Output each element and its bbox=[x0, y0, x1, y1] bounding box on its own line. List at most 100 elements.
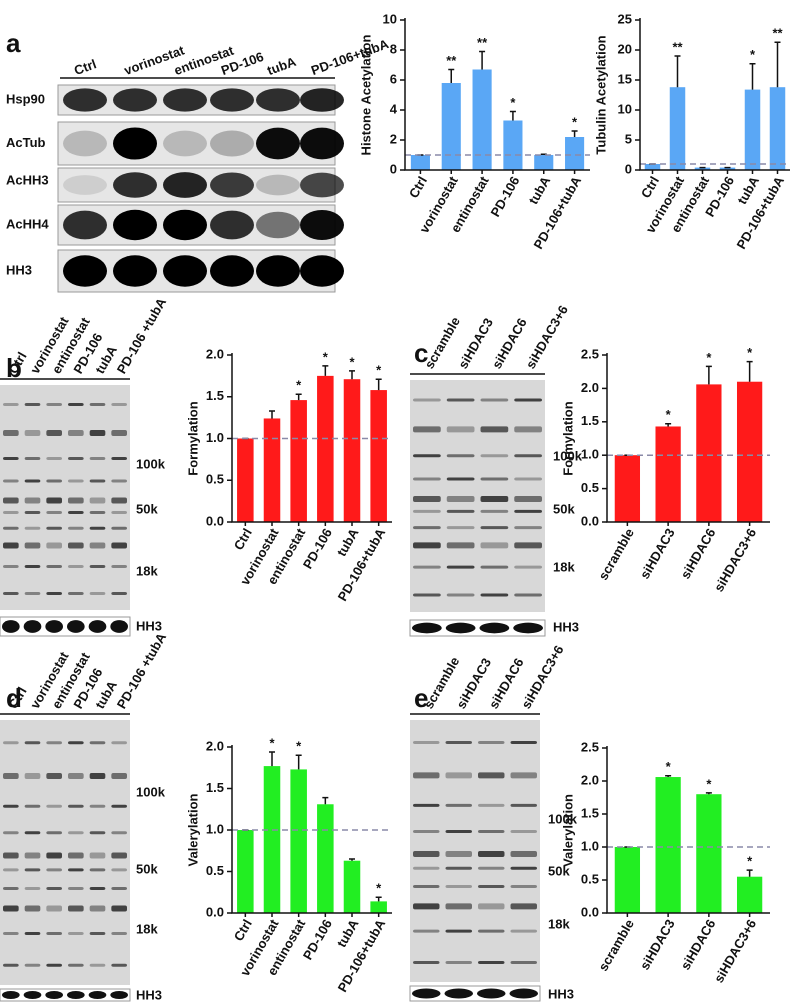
y-tick-label: 2.0 bbox=[206, 346, 224, 361]
blot-band bbox=[446, 565, 475, 569]
blot-band bbox=[514, 477, 542, 481]
y-tick-label: 1.0 bbox=[581, 447, 599, 462]
y-tick-label: 1.5 bbox=[206, 780, 224, 795]
bar bbox=[290, 400, 307, 522]
blot-band bbox=[111, 457, 127, 460]
blot-band bbox=[480, 496, 509, 502]
bar bbox=[370, 901, 387, 913]
error-bar bbox=[665, 423, 672, 427]
bar bbox=[317, 375, 334, 522]
marker-label: HH3 bbox=[548, 986, 574, 1001]
y-axis-label: Formylation bbox=[185, 401, 200, 475]
bar bbox=[472, 69, 492, 170]
y-axis-label: Valerylation bbox=[185, 793, 200, 866]
marker-label: 100k bbox=[136, 456, 166, 471]
blot-band bbox=[479, 622, 510, 634]
bar bbox=[290, 769, 307, 913]
marker-label: 18k bbox=[136, 921, 158, 936]
bar bbox=[696, 384, 722, 522]
blot-band bbox=[68, 542, 84, 549]
y-tick-label: 1.0 bbox=[206, 821, 224, 836]
bar bbox=[441, 83, 461, 170]
bar bbox=[614, 847, 641, 913]
blot-band bbox=[300, 172, 344, 198]
significance: * bbox=[376, 363, 382, 378]
blot-band bbox=[3, 403, 19, 406]
y-tick-label: 2.5 bbox=[581, 739, 599, 754]
bar bbox=[655, 426, 681, 522]
error-bar bbox=[349, 858, 355, 861]
blot-band bbox=[68, 852, 84, 859]
blot-band bbox=[480, 477, 509, 481]
blot-band bbox=[3, 886, 19, 890]
panel-label: d bbox=[6, 683, 22, 713]
blot-band bbox=[445, 622, 476, 634]
blot-band bbox=[46, 403, 62, 406]
blot-band bbox=[46, 831, 62, 835]
blot-band bbox=[300, 88, 344, 112]
marker-label: 50k bbox=[136, 501, 158, 516]
bar bbox=[769, 87, 786, 170]
blot-band bbox=[3, 592, 19, 595]
marker-label: HH3 bbox=[136, 618, 162, 633]
blot-band bbox=[445, 830, 472, 834]
y-tick-label: 1.0 bbox=[581, 838, 599, 853]
significance: * bbox=[747, 345, 753, 360]
blot-band bbox=[68, 963, 84, 967]
blot-band bbox=[68, 592, 84, 595]
blot-band bbox=[413, 526, 441, 530]
significance: * bbox=[666, 759, 672, 774]
blot-band bbox=[210, 88, 254, 112]
blot-band bbox=[46, 852, 62, 859]
blot-band bbox=[89, 430, 106, 436]
x-tick-label: Ctrl bbox=[638, 174, 662, 201]
blot-band bbox=[3, 868, 19, 872]
blot-band bbox=[510, 885, 537, 889]
y-tick-label: 2.0 bbox=[581, 772, 599, 787]
significance: * bbox=[750, 47, 756, 62]
error-bar bbox=[774, 41, 781, 88]
significance: ** bbox=[477, 35, 488, 50]
blot-band bbox=[445, 961, 472, 965]
blot-band bbox=[513, 622, 543, 634]
blot-band bbox=[113, 172, 157, 198]
y-tick-label: 1.5 bbox=[206, 388, 224, 403]
y-tick-label: 15 bbox=[618, 71, 632, 86]
blot-band bbox=[110, 620, 128, 633]
bar bbox=[263, 418, 281, 522]
blot-band bbox=[413, 885, 440, 889]
blot-band bbox=[24, 511, 41, 514]
blot-band bbox=[3, 831, 19, 835]
blot-band bbox=[89, 511, 106, 514]
bar bbox=[263, 766, 281, 913]
blot-band bbox=[111, 963, 127, 967]
x-tick-label: Ctrl bbox=[231, 917, 255, 944]
blot-band bbox=[514, 454, 542, 458]
y-tick-label: 0.5 bbox=[581, 871, 599, 886]
blot-band bbox=[3, 852, 19, 859]
blot-band bbox=[210, 172, 254, 198]
panel-label: a bbox=[6, 28, 21, 58]
blot-band bbox=[3, 511, 19, 514]
blot-band bbox=[510, 851, 537, 857]
y-tick-label: 5 bbox=[625, 131, 632, 146]
bar bbox=[343, 379, 361, 522]
blot-band bbox=[480, 526, 509, 530]
bar bbox=[317, 804, 334, 913]
blot-band bbox=[111, 741, 127, 745]
lane-label: PD-106 +tubA bbox=[114, 630, 170, 712]
error-bar bbox=[705, 792, 712, 795]
blot-band bbox=[510, 929, 537, 933]
y-axis-label: Formylation bbox=[560, 401, 575, 475]
blot-band bbox=[24, 542, 41, 549]
blot-band bbox=[46, 905, 62, 912]
blot-band bbox=[113, 209, 157, 241]
significance: * bbox=[323, 349, 329, 364]
blot-band bbox=[45, 991, 63, 999]
blot-band bbox=[89, 886, 106, 890]
blot-band bbox=[68, 565, 84, 568]
y-tick-label: 0 bbox=[625, 161, 632, 176]
marker-label: 18k bbox=[553, 559, 575, 574]
blot-band bbox=[413, 929, 440, 933]
y-tick-label: 0.0 bbox=[206, 904, 224, 919]
